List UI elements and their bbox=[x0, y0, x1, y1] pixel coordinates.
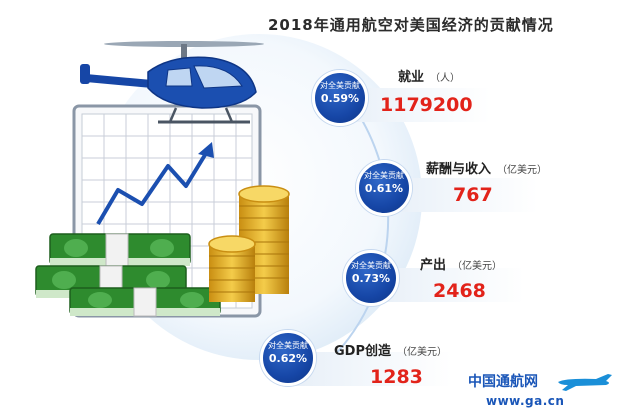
money-stack-icon bbox=[35, 233, 221, 317]
metric-value-compensation: 767 bbox=[453, 184, 493, 206]
share-badge-compensation: 对全美贡献 0.61% bbox=[356, 160, 412, 216]
page-title: 2018年通用航空对美国经济的贡献情况 bbox=[268, 16, 554, 34]
metric-value-gdp: 1283 bbox=[370, 366, 423, 388]
share-badge-gdp: 对全美贡献 0.62% bbox=[260, 330, 316, 386]
share-badge-value: 0.59% bbox=[320, 92, 360, 105]
share-badge-value: 0.62% bbox=[268, 352, 308, 365]
metric-value-employment: 1179200 bbox=[380, 94, 473, 116]
share-badge-value: 0.61% bbox=[364, 182, 404, 195]
watermark-name: 中国通航网 bbox=[468, 374, 538, 390]
metric-value-output: 2468 bbox=[433, 280, 486, 302]
share-badge-label: 对全美贡献 bbox=[268, 341, 308, 350]
share-badge-label: 对全美贡献 bbox=[320, 81, 360, 90]
share-badge-label: 对全美贡献 bbox=[351, 261, 391, 270]
metric-label-output: 产出 （亿美元） bbox=[420, 258, 503, 273]
metric-label-gdp: GDP创造 （亿美元） bbox=[334, 344, 447, 359]
helicopter-icon bbox=[80, 41, 264, 124]
share-badge-employment: 对全美贡献 0.59% bbox=[312, 70, 368, 126]
share-badge-output: 对全美贡献 0.73% bbox=[343, 250, 399, 306]
coin-stack-icon bbox=[208, 185, 290, 302]
airplane-icon bbox=[558, 374, 612, 391]
metric-label-compensation: 薪酬与收入 （亿美元） bbox=[426, 162, 548, 177]
metric-label-employment: 就业 （人） bbox=[398, 70, 461, 85]
share-badge-value: 0.73% bbox=[351, 272, 391, 285]
watermark-url: www.ga.cn bbox=[486, 394, 565, 408]
share-badge-label: 对全美贡献 bbox=[364, 171, 404, 180]
